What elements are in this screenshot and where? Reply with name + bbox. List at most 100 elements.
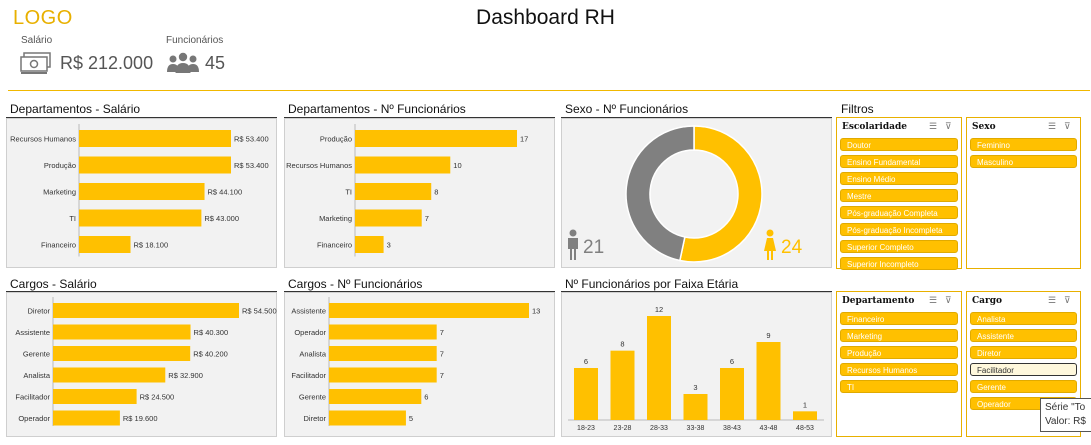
- bar[interactable]: [53, 346, 191, 361]
- bar[interactable]: [355, 130, 517, 147]
- salary-kpi-label: Salário: [21, 35, 53, 46]
- male-icon: [566, 229, 580, 266]
- bar[interactable]: [720, 368, 744, 420]
- chart-tooltip: Série "To Valor: R$: [1040, 398, 1091, 432]
- clear-filter-icon[interactable]: ⊽: [945, 121, 952, 131]
- dept-salary-panel: Recursos Humanos R$ 53.400 Produção R$ 53.4…: [6, 118, 277, 268]
- data-label: R$ 24.500: [140, 393, 175, 402]
- bar[interactable]: [53, 367, 166, 383]
- slicer-item[interactable]: Pós-graduação Completa: [840, 206, 958, 219]
- bar[interactable]: [756, 342, 781, 420]
- dept-salary-title: Departamentos - Salário: [10, 102, 141, 116]
- slicer-item[interactable]: Mestre: [840, 189, 958, 202]
- multi-select-icon[interactable]: ☰: [1048, 121, 1057, 131]
- role-salary-title: Cargos - Salário: [10, 277, 97, 291]
- panel-rule: [284, 291, 555, 292]
- gender-title: Sexo - Nº Funcionários: [565, 102, 689, 116]
- slicer-item[interactable]: Pós-graduação Incompleta: [840, 223, 958, 236]
- category-label: Diretor: [303, 414, 326, 423]
- slicer-item[interactable]: Masculino: [970, 155, 1077, 168]
- slicer-item[interactable]: Facilitador: [970, 363, 1077, 376]
- slicer-item[interactable]: Ensino Fundamental: [840, 155, 958, 168]
- slicer-item[interactable]: Superior Completo: [840, 240, 958, 253]
- multi-select-icon[interactable]: ☰: [1048, 295, 1057, 305]
- bar[interactable]: [79, 209, 202, 227]
- bar[interactable]: [79, 236, 131, 253]
- clear-filter-icon[interactable]: ⊽: [1064, 295, 1071, 305]
- slicer-item[interactable]: Marketing: [840, 329, 958, 342]
- dept-salary-chart: Recursos Humanos R$ 53.400 Produção R$ 53.4…: [10, 124, 269, 257]
- slicer-item[interactable]: Produção: [840, 346, 958, 359]
- pie-slice-feminino[interactable]: [678, 125, 763, 263]
- bar[interactable]: [329, 410, 406, 426]
- category-label: Operador: [18, 414, 50, 423]
- bar[interactable]: [329, 346, 437, 361]
- tooltip-line: Valor: R$: [1045, 416, 1086, 427]
- bar[interactable]: [53, 389, 137, 404]
- category-label: Analista: [299, 350, 327, 359]
- slicer-item[interactable]: Doutor: [840, 138, 958, 151]
- category-label: 23-28: [614, 425, 632, 432]
- bar[interactable]: [329, 389, 422, 404]
- category-label: Gerente: [299, 393, 326, 402]
- bar[interactable]: [355, 183, 432, 200]
- bar[interactable]: [683, 394, 708, 420]
- age-chart: 6 18-23 8 23-28 12 28-33 3 33-38 6 38-43 9 43-48 1 48…: [568, 305, 824, 432]
- data-label: 17: [520, 135, 528, 144]
- slicer-item[interactable]: Diretor: [970, 346, 1077, 359]
- data-label: 9: [766, 331, 770, 340]
- role-count-panel: Assistente 13 Operador 7 Analista 7 Facilitado…: [284, 292, 555, 437]
- category-label: Marketing: [319, 214, 352, 223]
- category-label: 38-43: [723, 425, 741, 432]
- slicer-item[interactable]: Feminino: [970, 138, 1077, 151]
- slicer-title: Cargo: [972, 296, 1003, 306]
- slicer-item[interactable]: Gerente: [970, 380, 1077, 393]
- category-label: 33-38: [687, 425, 705, 432]
- slicer-item[interactable]: Recursos Humanos: [840, 363, 958, 376]
- bar[interactable]: [53, 410, 120, 426]
- bar[interactable]: [53, 324, 191, 340]
- bar[interactable]: [355, 236, 384, 253]
- slicer-item[interactable]: Assistente: [970, 329, 1077, 342]
- bar[interactable]: [355, 156, 451, 174]
- slicer-item[interactable]: TI: [840, 380, 958, 393]
- bar[interactable]: [355, 209, 422, 227]
- data-label: 6: [730, 357, 734, 366]
- bar[interactable]: [79, 130, 231, 147]
- slicer-item[interactable]: Superior Incompleto: [840, 257, 958, 270]
- slicer-sexo: Sexo ☰ ⊽ Feminino Masculino: [966, 117, 1081, 269]
- pie-slice-masculino[interactable]: [625, 125, 695, 262]
- bar[interactable]: [647, 316, 671, 420]
- bar[interactable]: [329, 303, 529, 318]
- bar[interactable]: [793, 411, 817, 420]
- people-icon: [166, 52, 200, 79]
- employees-kpi-label: Funcionários: [166, 35, 224, 46]
- panel-rule: [6, 117, 277, 118]
- data-label: R$ 32.900: [168, 371, 203, 380]
- dept-count-chart: Produção 17 Recursos Humanos 10 TI 8 Marketing…: [286, 124, 528, 257]
- bar[interactable]: [574, 368, 598, 420]
- clear-filter-icon[interactable]: ⊽: [945, 295, 952, 305]
- bar[interactable]: [329, 324, 437, 340]
- bar[interactable]: [79, 183, 205, 200]
- data-label: 13: [532, 307, 540, 316]
- multi-select-icon[interactable]: ☰: [929, 295, 938, 305]
- dept-count-title: Departamentos - Nº Funcionários: [288, 102, 466, 116]
- bar[interactable]: [610, 350, 635, 420]
- category-label: Assistente: [291, 307, 326, 316]
- data-label: R$ 18.100: [134, 241, 169, 250]
- slicer-item[interactable]: Ensino Médio: [840, 172, 958, 185]
- multi-select-icon[interactable]: ☰: [929, 121, 938, 131]
- bar[interactable]: [53, 303, 239, 318]
- bar[interactable]: [79, 156, 231, 174]
- bar[interactable]: [329, 367, 437, 383]
- data-label: R$ 54.500: [242, 307, 277, 316]
- female-icon: [762, 229, 778, 266]
- data-label: R$ 40.200: [193, 350, 228, 359]
- slicer-item[interactable]: Financeiro: [840, 312, 958, 325]
- role-salary-panel: Diretor R$ 54.500 Assistente R$ 40.300 Geren…: [6, 292, 277, 437]
- category-label: TI: [69, 214, 76, 223]
- clear-filter-icon[interactable]: ⊽: [1064, 121, 1071, 131]
- category-label: Marketing: [43, 188, 76, 197]
- slicer-item[interactable]: Analista: [970, 312, 1077, 325]
